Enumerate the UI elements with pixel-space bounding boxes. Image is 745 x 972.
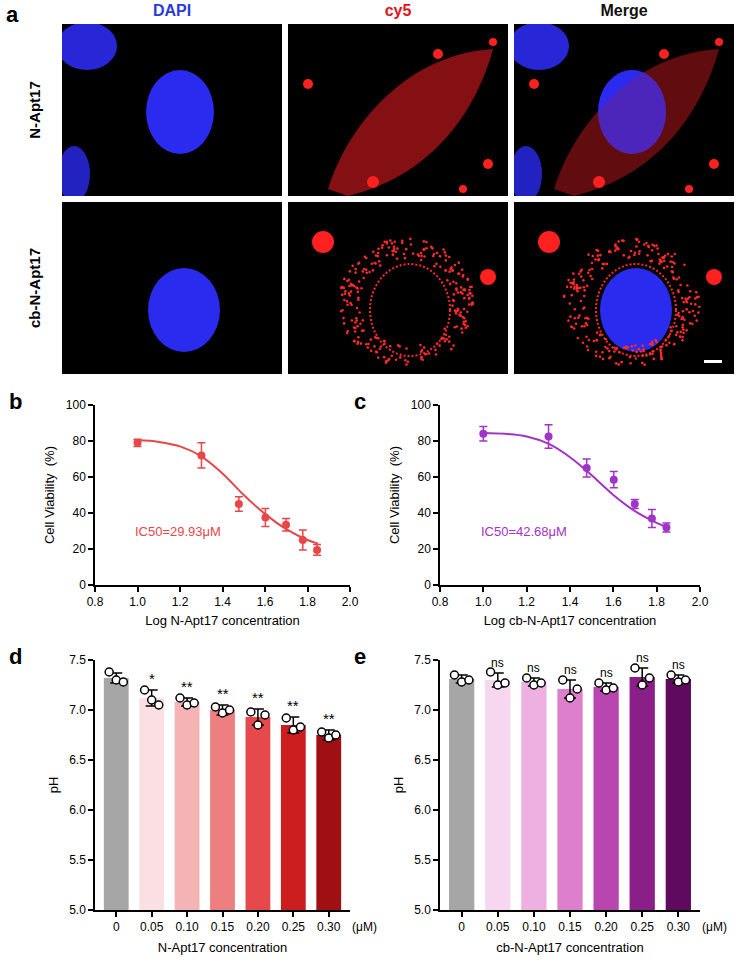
svg-text:0.30: 0.30 xyxy=(317,920,341,934)
svg-text:5.5: 5.5 xyxy=(414,853,431,867)
svg-text:5.5: 5.5 xyxy=(69,853,86,867)
svg-text:pH: pH xyxy=(391,777,406,794)
svg-text:0.25: 0.25 xyxy=(282,920,306,934)
svg-text:0: 0 xyxy=(424,578,431,592)
svg-text:2.0: 2.0 xyxy=(692,595,709,609)
svg-text:**: ** xyxy=(181,678,193,695)
svg-text:1.0: 1.0 xyxy=(475,595,492,609)
svg-text:Cell Viability (%): Cell Viability (%) xyxy=(42,446,57,544)
svg-text:cb-N-Apt17 concentration: cb-N-Apt17 concentration xyxy=(496,940,643,955)
svg-text:7.5: 7.5 xyxy=(414,653,431,667)
svg-text:1.0: 1.0 xyxy=(129,595,146,609)
svg-text:e: e xyxy=(354,644,366,669)
svg-text:cy5: cy5 xyxy=(385,2,412,19)
svg-text:ns: ns xyxy=(564,663,577,677)
svg-text:80: 80 xyxy=(417,434,431,448)
svg-text:IC50=42.68μM: IC50=42.68μM xyxy=(481,524,567,539)
svg-text:0.20: 0.20 xyxy=(246,920,270,934)
svg-text:40: 40 xyxy=(72,506,86,520)
svg-text:N-Apt17 concentration: N-Apt17 concentration xyxy=(158,940,287,955)
svg-text:Merge: Merge xyxy=(600,2,647,19)
svg-text:ns: ns xyxy=(672,658,685,672)
svg-text:0.15: 0.15 xyxy=(211,920,235,934)
svg-text:60: 60 xyxy=(417,470,431,484)
svg-text:cb-N-Apt17: cb-N-Apt17 xyxy=(26,248,43,328)
svg-text:5.0: 5.0 xyxy=(69,903,86,917)
svg-text:20: 20 xyxy=(417,542,431,556)
svg-text:1.6: 1.6 xyxy=(257,595,274,609)
svg-text:1.4: 1.4 xyxy=(562,595,579,609)
svg-text:100: 100 xyxy=(66,398,86,412)
svg-text:20: 20 xyxy=(72,542,86,556)
svg-text:ns: ns xyxy=(527,661,540,675)
svg-text:0.8: 0.8 xyxy=(432,595,449,609)
svg-text:**: ** xyxy=(252,689,264,706)
svg-text:7.0: 7.0 xyxy=(414,703,431,717)
svg-text:0.8: 0.8 xyxy=(87,595,104,609)
svg-text:1.6: 1.6 xyxy=(605,595,622,609)
svg-text:DAPI: DAPI xyxy=(153,2,191,19)
svg-text:(μM): (μM) xyxy=(702,920,727,934)
svg-text:2.0: 2.0 xyxy=(342,595,359,609)
svg-text:0.25: 0.25 xyxy=(631,920,655,934)
svg-text:ns: ns xyxy=(636,651,649,665)
svg-text:0.05: 0.05 xyxy=(486,920,510,934)
svg-text:d: d xyxy=(9,644,22,669)
svg-text:0: 0 xyxy=(113,920,120,934)
svg-text:Log cb-N-Apt17 concentration: Log cb-N-Apt17 concentration xyxy=(484,613,657,628)
svg-text:80: 80 xyxy=(72,434,86,448)
svg-text:0.05: 0.05 xyxy=(140,920,164,934)
svg-text:Log N-Apt17 concentration: Log N-Apt17 concentration xyxy=(145,613,300,628)
svg-text:5.0: 5.0 xyxy=(414,903,431,917)
svg-text:ns: ns xyxy=(600,666,613,680)
svg-text:1.8: 1.8 xyxy=(648,595,665,609)
svg-text:0.30: 0.30 xyxy=(667,920,691,934)
svg-text:6.0: 6.0 xyxy=(69,803,86,817)
svg-text:pH: pH xyxy=(46,777,61,794)
svg-text:1.2: 1.2 xyxy=(518,595,535,609)
svg-text:**: ** xyxy=(217,685,229,702)
svg-text:b: b xyxy=(9,389,22,414)
svg-text:7.0: 7.0 xyxy=(69,703,86,717)
svg-text:(μM): (μM) xyxy=(352,920,377,934)
svg-text:0.20: 0.20 xyxy=(594,920,618,934)
svg-text:ns: ns xyxy=(491,656,504,670)
svg-text:0: 0 xyxy=(79,578,86,592)
svg-text:60: 60 xyxy=(72,470,86,484)
svg-text:6.5: 6.5 xyxy=(414,753,431,767)
svg-text:c: c xyxy=(354,389,366,414)
svg-text:7.5: 7.5 xyxy=(69,653,86,667)
svg-text:**: ** xyxy=(323,710,335,727)
svg-text:1.4: 1.4 xyxy=(214,595,231,609)
svg-text:IC50=29.93μM: IC50=29.93μM xyxy=(135,524,221,539)
svg-text:6.0: 6.0 xyxy=(414,803,431,817)
svg-text:6.5: 6.5 xyxy=(69,753,86,767)
svg-text:Cell Viability (%): Cell Viability (%) xyxy=(387,446,402,544)
svg-text:**: ** xyxy=(287,697,299,714)
svg-text:1.8: 1.8 xyxy=(299,595,316,609)
svg-text:0.10: 0.10 xyxy=(522,920,546,934)
svg-text:1.2: 1.2 xyxy=(172,595,189,609)
svg-text:*: * xyxy=(149,670,155,687)
svg-text:40: 40 xyxy=(417,506,431,520)
svg-text:N-Apt17: N-Apt17 xyxy=(26,81,43,139)
svg-text:0.15: 0.15 xyxy=(558,920,582,934)
svg-text:100: 100 xyxy=(411,398,431,412)
svg-text:0: 0 xyxy=(458,920,465,934)
svg-text:0.10: 0.10 xyxy=(175,920,199,934)
svg-text:a: a xyxy=(6,2,19,27)
